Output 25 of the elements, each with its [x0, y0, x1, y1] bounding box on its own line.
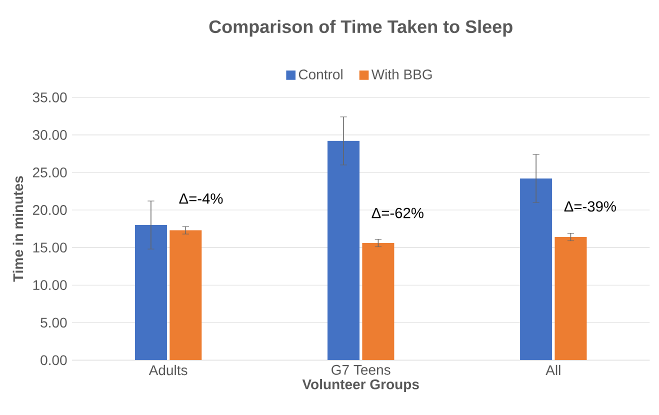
y-tick-label: 20.00	[32, 205, 67, 216]
bar	[328, 140, 360, 360]
y-tick-label: 30.00	[32, 130, 67, 140]
y-axis-title: Time in minutes	[12, 176, 24, 282]
bar	[170, 230, 202, 360]
y-tick-label: 25.00	[32, 168, 67, 178]
x-tick-label: Adults	[148, 364, 188, 376]
chart-title: Comparison of Time Taken to Sleep	[209, 20, 512, 37]
annotation: Δ=-39%	[564, 201, 616, 212]
x-axis-title: Volunteer Groups	[302, 379, 419, 392]
x-tick-label: All	[546, 364, 560, 376]
y-tick-label: 15.00	[33, 242, 67, 253]
bar	[134, 225, 167, 360]
x-tick-label: G7 Teens	[332, 364, 390, 375]
y-tick-label: 5.00	[40, 318, 67, 328]
annotation: Δ=-62%	[372, 208, 424, 218]
y-tick-label: 35.00	[32, 92, 67, 102]
y-tick-label: 0.00	[40, 355, 67, 366]
legend-label: Control	[298, 69, 342, 80]
annotation: Δ=-4%	[179, 194, 223, 204]
bar	[362, 243, 394, 360]
legend-label: With BBG	[371, 69, 432, 80]
bar	[520, 178, 552, 360]
bar	[554, 237, 587, 360]
y-tick-label: 10.00	[33, 280, 67, 290]
